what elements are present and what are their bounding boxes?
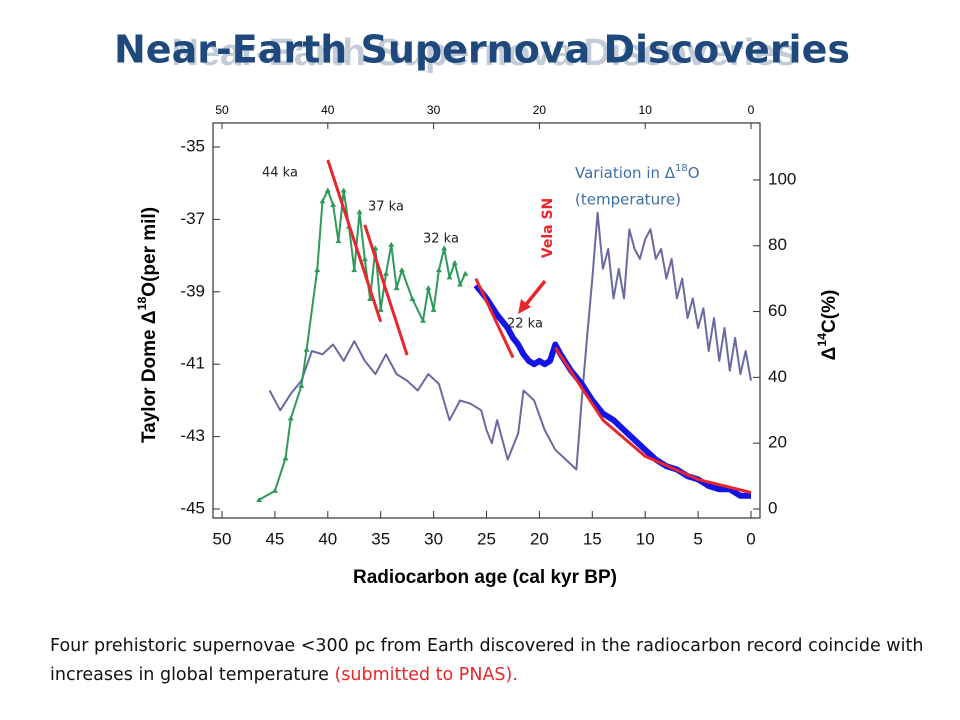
series-marker <box>335 238 342 244</box>
x-axis-label: Radiocarbon age (cal kyr BP) <box>353 567 617 588</box>
x-tick-label: 10 <box>636 529 655 548</box>
series-marker <box>298 382 305 388</box>
x-tick-label: 25 <box>477 529 496 548</box>
series-marker <box>451 259 458 265</box>
caption-note: (submitted to PNAS). <box>328 665 518 685</box>
x2-tick-label: 20 <box>533 103 547 117</box>
annotation: 37 ka <box>368 200 404 215</box>
annotation-part: Variation in Δ <box>575 164 676 182</box>
annotation: (temperature) <box>575 191 681 209</box>
x-tick-label: 50 <box>213 529 232 548</box>
series-marker <box>324 187 331 193</box>
x-tick-label: 45 <box>265 529 284 548</box>
arrow-head <box>518 299 531 314</box>
annotation: 44 ka <box>262 166 298 181</box>
y2-axis-label-part: C(%) <box>819 290 840 333</box>
y2-axis-label-part: 14 <box>815 333 829 347</box>
caption-text: Four prehistoric supernovae <300 pc from… <box>50 636 924 685</box>
x2-tick-label: 30 <box>427 103 441 117</box>
series-marker <box>382 270 389 276</box>
plot-frame <box>212 122 761 519</box>
x-tick-label: 5 <box>693 529 702 548</box>
y-tick-label: -35 <box>180 136 205 155</box>
caption: Four prehistoric supernovae <300 pc from… <box>50 632 930 690</box>
series-marker <box>282 455 289 461</box>
x-tick-label: 35 <box>371 529 390 548</box>
series-marker <box>314 267 321 273</box>
series-marker <box>420 317 427 323</box>
y-tick-label: -43 <box>180 426 205 445</box>
series-marker <box>351 267 358 273</box>
x2-tick-label: 40 <box>321 103 335 117</box>
y2-tick-label: 0 <box>768 498 777 517</box>
series-marker <box>330 201 337 207</box>
chart: Near-Earth Supernova Discoveries Near-Ea… <box>114 28 850 589</box>
annotation-part: 18 <box>675 163 688 174</box>
series-marker <box>393 285 400 291</box>
title-shadow: Near-Earth Supernova Discoveries <box>171 32 796 74</box>
series-marker <box>271 487 278 493</box>
arrow <box>522 279 547 309</box>
y2-axis-label: Δ14C(%) <box>815 290 840 361</box>
series-marker <box>457 281 464 287</box>
y-tick-label: -37 <box>180 209 205 228</box>
y-axis-label-part: Taylor Dome Δ <box>139 310 160 443</box>
y2-tick-label: 100 <box>768 169 796 188</box>
annotation: 32 ka <box>423 232 459 247</box>
series-line <box>363 224 409 356</box>
series-marker <box>377 306 384 312</box>
annotation: Variation in Δ18O <box>575 163 700 182</box>
y2-tick-label: 80 <box>768 235 787 254</box>
series-marker <box>430 306 437 312</box>
annotation-part: O <box>688 164 700 182</box>
series-marker <box>388 241 395 247</box>
y-tick-label: -39 <box>180 281 205 300</box>
y-tick-label: -45 <box>180 498 205 517</box>
series-marker <box>287 415 294 421</box>
series-marker <box>356 209 363 215</box>
y-axis-label: Taylor Dome Δ18O(per mil) <box>135 207 160 443</box>
chart-title: Near-Earth Supernova Discoveries <box>114 28 850 72</box>
y2-tick-label: 60 <box>768 301 787 320</box>
x2-tick-label: 50 <box>215 103 229 117</box>
x2-tick-label: 10 <box>639 103 653 117</box>
y-axis-label-part: O(per mil) <box>139 207 160 297</box>
series-marker <box>256 496 263 502</box>
series-marker <box>319 198 326 204</box>
x2-tick-label: 0 <box>748 103 755 117</box>
series-marker <box>398 267 405 273</box>
series-marker <box>441 245 448 251</box>
series-marker <box>446 274 453 280</box>
series-marker <box>340 187 347 193</box>
series-line <box>554 346 752 494</box>
series-marker <box>462 270 469 276</box>
series-marker <box>361 256 368 262</box>
x-tick-label: 15 <box>583 529 602 548</box>
series-line <box>326 159 383 323</box>
y-tick-label: -41 <box>180 354 205 373</box>
x-tick-label: 40 <box>318 529 337 548</box>
y2-axis-label-part: Δ <box>819 347 840 361</box>
series-line <box>474 277 515 359</box>
x-tick-label: 30 <box>424 529 443 548</box>
series-marker <box>435 267 442 273</box>
x-tick-label: 0 <box>746 529 755 548</box>
series-marker <box>409 296 416 302</box>
y-axis-label-part: 18 <box>135 297 149 311</box>
y2-tick-label: 40 <box>768 367 787 386</box>
series-marker <box>303 346 310 352</box>
x-tick-label: 20 <box>530 529 549 548</box>
series-marker <box>367 296 374 302</box>
annotation: 22 ka <box>507 317 543 332</box>
annotation: Vela SN <box>540 198 556 258</box>
y2-tick-label: 20 <box>768 433 787 452</box>
series-marker <box>425 285 432 291</box>
series-line <box>268 211 752 471</box>
